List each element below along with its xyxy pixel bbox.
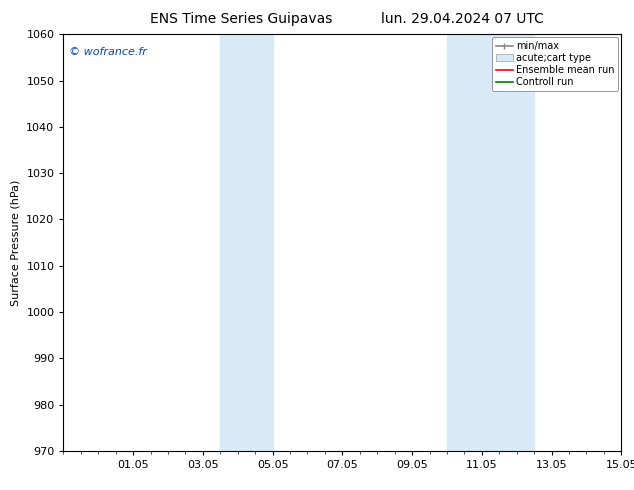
Legend: min/max, acute;cart type, Ensemble mean run, Controll run: min/max, acute;cart type, Ensemble mean … (492, 37, 618, 91)
Bar (221, 34, 273, 451)
Text: ENS Time Series Guipavas: ENS Time Series Guipavas (150, 12, 332, 26)
Y-axis label: Surface Pressure (hPa): Surface Pressure (hPa) (11, 179, 21, 306)
Bar (447, 34, 534, 451)
Text: lun. 29.04.2024 07 UTC: lun. 29.04.2024 07 UTC (382, 12, 544, 26)
Text: © wofrance.fr: © wofrance.fr (69, 47, 147, 57)
